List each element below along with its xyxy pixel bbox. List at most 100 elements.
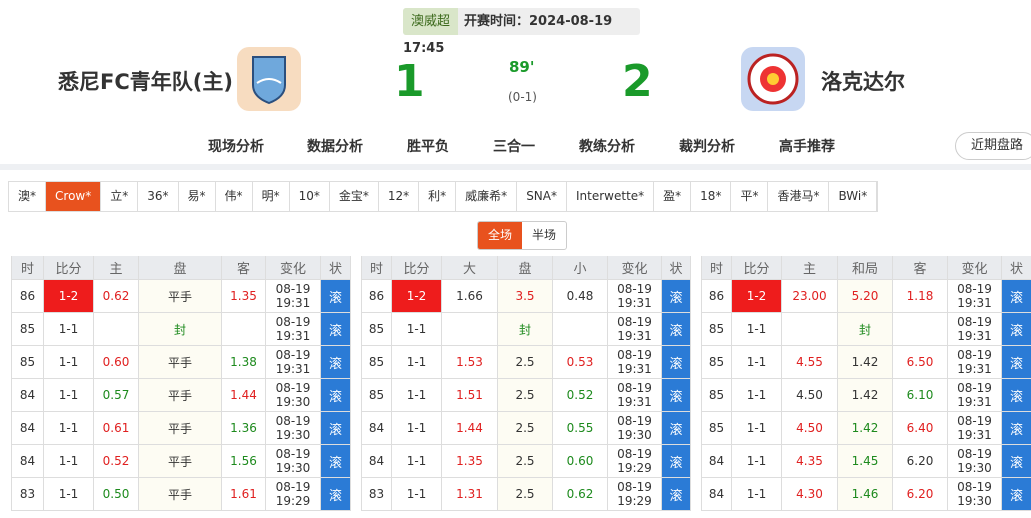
live-button[interactable]: 滚	[662, 313, 691, 346]
table-cell: 08-19 19:31	[948, 280, 1002, 313]
table-cell: 1.44	[222, 379, 266, 412]
bookmaker-tab[interactable]: 澳*	[9, 182, 47, 211]
bookmaker-tab[interactable]: 伟*	[216, 182, 253, 211]
table-cell: 1.61	[222, 478, 266, 511]
live-button[interactable]: 滚	[662, 379, 691, 412]
recent-button[interactable]: 近期盘路	[955, 132, 1031, 160]
table-cell: 1-1	[732, 412, 782, 445]
table-cell: 08-19 19:29	[266, 478, 321, 511]
table-cell: 2.5	[498, 379, 553, 412]
live-button[interactable]: 滚	[662, 280, 691, 313]
nav-link[interactable]: 裁判分析	[679, 139, 735, 155]
live-button[interactable]: 滚	[321, 313, 351, 346]
live-button[interactable]: 滚	[662, 346, 691, 379]
table-cell	[893, 313, 948, 346]
nav-link[interactable]: 三合一	[493, 139, 535, 155]
live-button[interactable]: 滚	[321, 478, 351, 511]
table-cell: 1.42	[838, 346, 893, 379]
live-button[interactable]: 滚	[321, 379, 351, 412]
column-header: 客	[222, 256, 266, 280]
table-cell: 1.51	[442, 379, 498, 412]
live-button[interactable]: 滚	[1002, 478, 1031, 511]
league: 澳威超	[403, 8, 459, 35]
live-button[interactable]: 滚	[1002, 445, 1031, 478]
bookmaker-tab[interactable]: Interwette*	[567, 182, 655, 211]
column-header: 盘	[498, 256, 553, 280]
table-cell: 0.53	[553, 346, 608, 379]
bookmaker-tab[interactable]: 香港马*	[768, 182, 830, 211]
column-header: 变化	[608, 256, 662, 280]
table-cell: 平手	[139, 478, 222, 511]
table-cell: 84	[702, 478, 732, 511]
bookmaker-tab[interactable]: 明*	[253, 182, 290, 211]
bookmaker-tab[interactable]: 平*	[731, 182, 769, 211]
table-cell: 0.57	[94, 379, 139, 412]
home-logo	[237, 47, 301, 111]
nav-link[interactable]: 胜平负	[407, 139, 449, 155]
bookmaker-tab[interactable]: 金宝*	[330, 182, 379, 211]
table-cell	[782, 313, 838, 346]
live-button[interactable]: 滚	[321, 346, 351, 379]
live-button[interactable]: 滚	[662, 445, 691, 478]
table-cell: 6.40	[893, 412, 948, 445]
column-header: 主	[782, 256, 838, 280]
nav-link[interactable]: 教练分析	[579, 139, 635, 155]
table-cell: 1-1	[44, 379, 94, 412]
table-cell: 84	[12, 445, 44, 478]
bookmaker-tab[interactable]: 立*	[101, 182, 139, 211]
table-cell: 4.50	[782, 379, 838, 412]
bookmaker-tab[interactable]: 利*	[419, 182, 457, 211]
bookmaker-tab[interactable]: 盈*	[654, 182, 692, 211]
table-cell: 08-19 19:30	[948, 445, 1002, 478]
half-score: (0-1)	[508, 90, 537, 104]
nav-link[interactable]: 现场分析	[208, 139, 264, 155]
table-cell: 0.50	[94, 478, 139, 511]
live-button[interactable]: 滚	[321, 445, 351, 478]
bookmaker-tab[interactable]: 易*	[179, 182, 216, 211]
table-cell: 平手	[139, 346, 222, 379]
nav-link[interactable]: 数据分析	[307, 139, 363, 155]
bookmaker-tab[interactable]: Crow*	[46, 182, 102, 211]
period-tab[interactable]: 半场	[531, 228, 556, 242]
bookmaker-tab[interactable]: SNA*	[517, 182, 567, 211]
bookmaker-tab[interactable]: 威廉希*	[456, 182, 518, 211]
live-button[interactable]: 滚	[1002, 280, 1031, 313]
column-header: 盘	[139, 256, 222, 280]
table-cell: 平手	[139, 412, 222, 445]
table-cell: 6.20	[893, 445, 948, 478]
bookmaker-tab[interactable]: 10*	[290, 182, 330, 211]
live-button[interactable]: 滚	[1002, 379, 1031, 412]
column-header: 状	[1002, 256, 1031, 280]
table-cell: 08-19 19:31	[948, 313, 1002, 346]
table-cell: 5.20	[838, 280, 893, 313]
table-cell: 1-2	[732, 280, 782, 313]
live-button[interactable]: 滚	[1002, 346, 1031, 379]
table-cell: 1-1	[732, 346, 782, 379]
live-button[interactable]: 滚	[662, 478, 691, 511]
nav-link[interactable]: 高手推荐	[779, 139, 835, 155]
table-cell: 08-19 19:31	[608, 346, 662, 379]
live-button[interactable]: 滚	[1002, 313, 1031, 346]
table-cell: 0.62	[553, 478, 608, 511]
bookmaker-tab[interactable]: BWi*	[829, 182, 878, 211]
table-cell	[442, 313, 498, 346]
live-button[interactable]: 滚	[321, 412, 351, 445]
table-cell: 1.53	[442, 346, 498, 379]
live-button[interactable]: 滚	[1002, 412, 1031, 445]
live-button[interactable]: 滚	[662, 412, 691, 445]
table-cell: 08-19 19:31	[608, 280, 662, 313]
table-cell: 1.38	[222, 346, 266, 379]
bookmaker-tab[interactable]: 36*	[138, 182, 179, 211]
table-cell: 08-19 19:31	[608, 313, 662, 346]
bookmaker-tab[interactable]: 12*	[379, 182, 420, 211]
table-cell: 2.5	[498, 478, 553, 511]
table-cell: 1-1	[732, 445, 782, 478]
bookmaker-tab[interactable]: 18*	[691, 182, 732, 211]
table-cell: 0.52	[553, 379, 608, 412]
table-cell: 1-1	[392, 478, 442, 511]
table-cell: 4.35	[782, 445, 838, 478]
period-tab[interactable]: 全场	[478, 222, 522, 249]
table-cell: 1-1	[44, 313, 94, 346]
live-button[interactable]: 滚	[321, 280, 351, 313]
home-score: 1	[394, 56, 425, 107]
